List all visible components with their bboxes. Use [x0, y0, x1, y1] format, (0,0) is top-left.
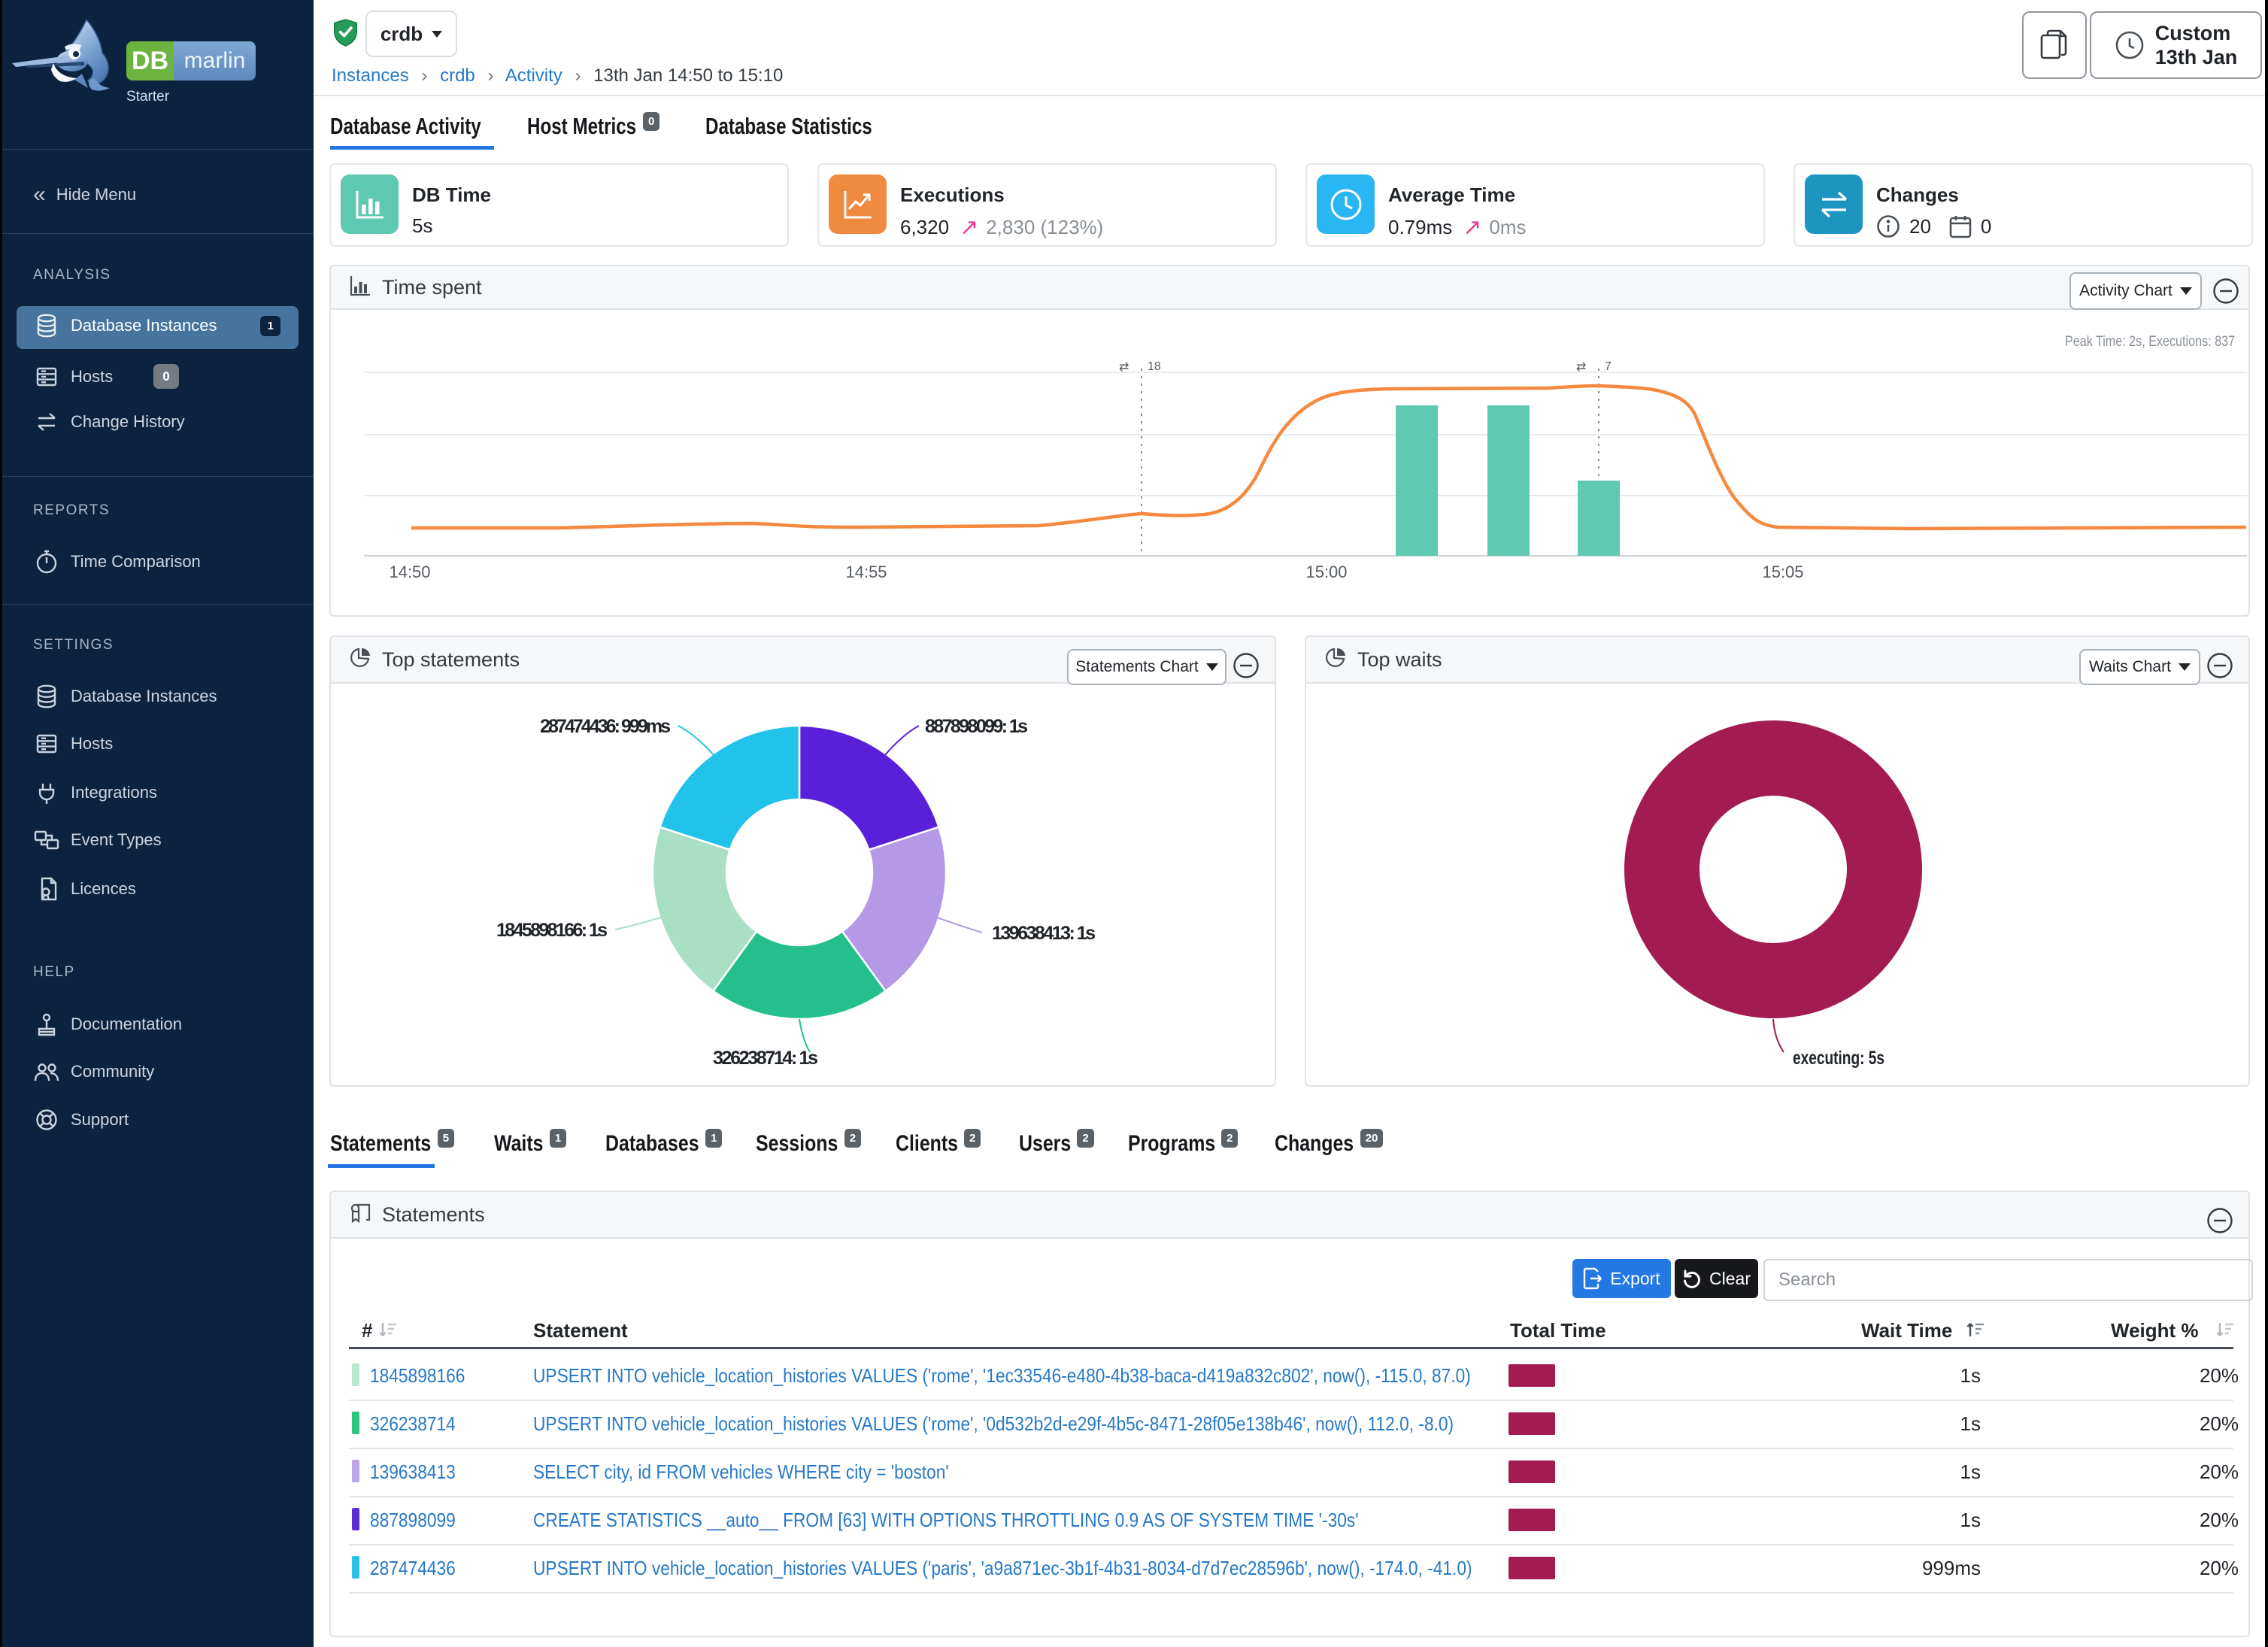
svg-text:⇄: ⇄: [1576, 361, 1586, 374]
svg-text:15:05: 15:05: [1762, 563, 1803, 581]
svg-text:287474436: 999ms: 287474436: 999ms: [540, 716, 671, 737]
svg-text:14:55: 14:55: [845, 563, 887, 581]
svg-text:14:50: 14:50: [389, 563, 430, 581]
svg-text:18: 18: [1148, 360, 1161, 373]
svg-text:executing: 5s: executing: 5s: [1793, 1048, 1884, 1069]
svg-text:139638413: 1s: 139638413: 1s: [992, 923, 1096, 944]
svg-text:Peak Time: 2s, Executions: 837: Peak Time: 2s, Executions: 837: [2065, 334, 2235, 350]
svg-text:15:00: 15:00: [1305, 563, 1347, 581]
svg-text:887898099: 1s: 887898099: 1s: [925, 716, 1028, 737]
svg-text:326238714: 1s: 326238714: 1s: [713, 1048, 818, 1069]
svg-text:7: 7: [1605, 360, 1612, 373]
svg-text:⇄: ⇄: [1119, 361, 1129, 374]
svg-text:1845898166: 1s: 1845898166: 1s: [496, 920, 608, 941]
